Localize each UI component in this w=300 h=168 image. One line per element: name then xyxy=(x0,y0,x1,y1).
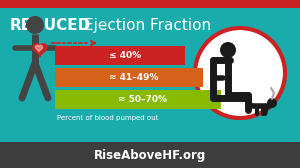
Text: REDUCED: REDUCED xyxy=(10,18,91,33)
Polygon shape xyxy=(35,45,43,52)
Text: Percent of blood pumped out: Percent of blood pumped out xyxy=(57,115,158,121)
Bar xyxy=(55,68,203,87)
Polygon shape xyxy=(33,44,47,56)
Circle shape xyxy=(267,98,277,108)
Bar xyxy=(0,0,300,8)
Text: ≈ 41–49%: ≈ 41–49% xyxy=(109,73,159,82)
Bar xyxy=(0,142,300,168)
Text: RiseAboveHF.org: RiseAboveHF.org xyxy=(94,149,206,161)
Bar xyxy=(55,90,221,109)
Text: ≤ 40%: ≤ 40% xyxy=(109,51,141,60)
Circle shape xyxy=(26,16,44,34)
Bar xyxy=(55,46,185,65)
Circle shape xyxy=(195,28,285,118)
Circle shape xyxy=(220,42,236,58)
Text: ≈ 50–70%: ≈ 50–70% xyxy=(118,95,167,104)
Text: Ejection Fraction: Ejection Fraction xyxy=(84,18,211,33)
